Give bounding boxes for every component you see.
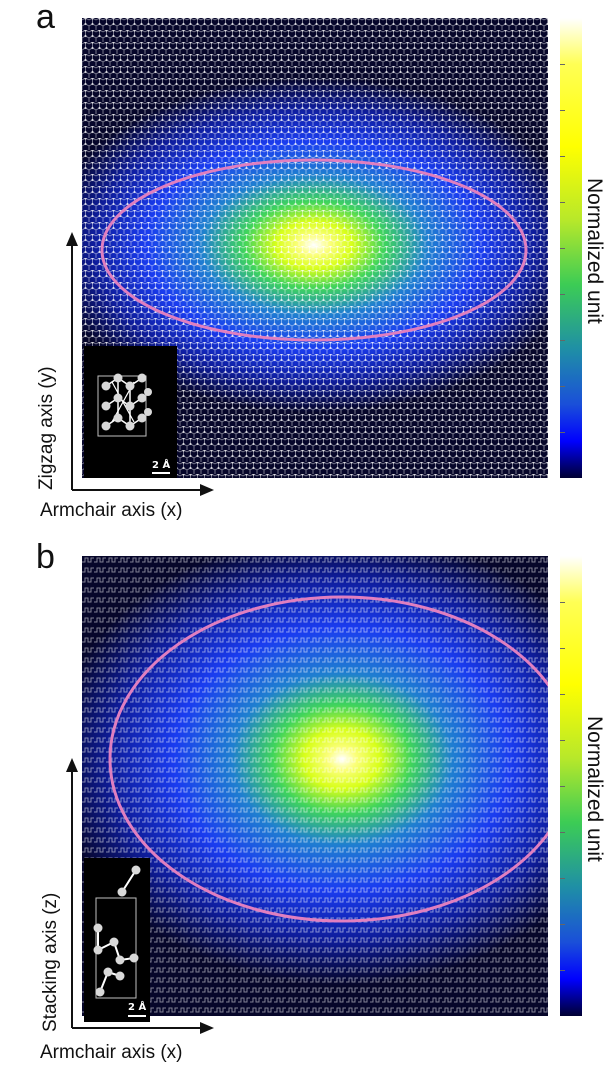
scale-bar-label: 2 Å bbox=[152, 458, 170, 471]
x-axis-label: Armchair axis (x) bbox=[40, 1042, 183, 1063]
crystal-structure-inset: 2 Å bbox=[84, 858, 150, 1022]
colorbar-label: Normalized unit bbox=[583, 178, 606, 324]
colorbar bbox=[560, 18, 582, 478]
intensity-map bbox=[82, 556, 548, 1016]
colorbar-label: Normalized unit bbox=[583, 716, 606, 862]
contour-ellipse bbox=[100, 158, 528, 342]
panel-letter: b bbox=[36, 538, 55, 576]
y-axis-label: Stacking axis (z) bbox=[40, 892, 61, 1032]
lattice-overlay bbox=[82, 556, 548, 1016]
crystal-structure-inset: 2 Å bbox=[84, 346, 177, 478]
panel-b: b bbox=[0, 540, 610, 1070]
panel-a: a bbox=[0, 0, 610, 530]
axis-arrows bbox=[66, 232, 214, 496]
colorbar bbox=[560, 556, 582, 1016]
y-axis-label: Zigzag axis (y) bbox=[36, 366, 57, 490]
x-axis-label: Armchair axis (x) bbox=[40, 500, 183, 521]
contour-ellipse bbox=[108, 595, 548, 923]
scale-bar-label: 2 Å bbox=[128, 1000, 146, 1013]
panel-letter: a bbox=[36, 0, 55, 36]
axis-arrows bbox=[66, 758, 214, 1034]
